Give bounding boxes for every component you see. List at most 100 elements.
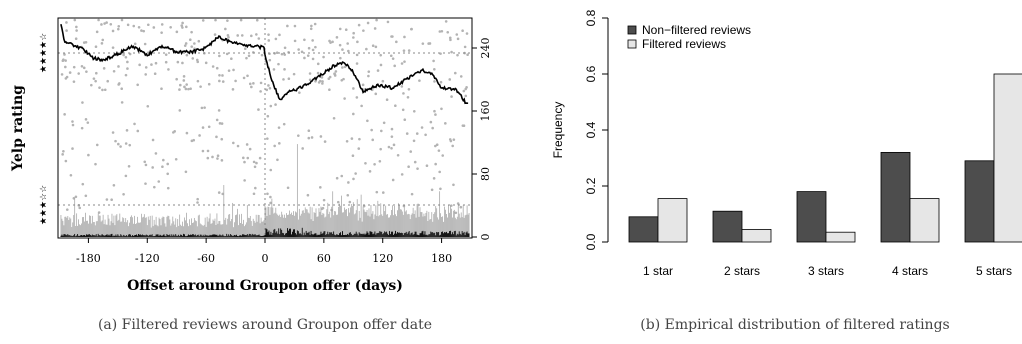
x-tick-label: -120 xyxy=(135,252,160,265)
review-point xyxy=(355,62,359,65)
review-point xyxy=(75,29,78,32)
review-point xyxy=(184,170,188,174)
review-point xyxy=(255,33,258,36)
review-point xyxy=(390,135,394,138)
review-point xyxy=(160,23,164,26)
review-point xyxy=(293,24,297,28)
review-point xyxy=(136,83,139,87)
review-point xyxy=(215,135,218,139)
review-point xyxy=(446,30,450,34)
review-point xyxy=(95,30,99,34)
bar-nonfiltered xyxy=(880,151,911,243)
review-point xyxy=(126,67,129,70)
review-point xyxy=(450,95,453,98)
y-tick-label: 160 xyxy=(479,101,492,122)
y-axis-label: Yelp rating xyxy=(10,85,26,172)
review-point xyxy=(350,137,354,140)
review-point xyxy=(111,29,115,33)
review-point xyxy=(357,147,361,150)
legend-swatch-filtered xyxy=(627,39,637,49)
rating-trend-line xyxy=(60,24,469,105)
review-point xyxy=(427,42,430,45)
review-point xyxy=(432,59,435,63)
review-point xyxy=(441,154,445,157)
review-point xyxy=(449,38,452,42)
y-tick-label: 240 xyxy=(479,38,492,59)
review-point xyxy=(169,26,172,29)
review-point xyxy=(438,170,441,174)
review-point xyxy=(125,129,129,132)
review-point xyxy=(373,162,376,166)
review-point xyxy=(181,21,184,25)
review-point xyxy=(402,49,406,52)
review-point xyxy=(452,138,456,141)
review-point xyxy=(226,33,230,37)
review-point xyxy=(218,122,222,125)
review-point xyxy=(439,80,443,84)
review-point xyxy=(374,92,378,96)
review-point xyxy=(390,127,394,131)
review-point xyxy=(236,34,240,37)
review-point xyxy=(380,129,383,133)
review-point xyxy=(407,165,410,169)
review-point xyxy=(126,60,129,64)
review-point xyxy=(153,185,156,189)
bar-filtered xyxy=(657,198,688,243)
review-point xyxy=(184,87,188,91)
review-point xyxy=(335,36,339,39)
review-point xyxy=(403,35,406,39)
review-point xyxy=(360,104,363,108)
review-point xyxy=(246,156,250,160)
review-point xyxy=(448,36,452,40)
review-point xyxy=(232,141,235,145)
review-point xyxy=(300,50,304,54)
review-point xyxy=(68,71,72,74)
review-point xyxy=(375,190,379,194)
review-point xyxy=(109,23,113,26)
review-point xyxy=(111,131,115,134)
review-point xyxy=(332,116,336,120)
review-point xyxy=(405,132,409,135)
review-point xyxy=(287,77,291,80)
review-point xyxy=(221,74,224,77)
review-point xyxy=(297,48,300,51)
caption-a: (a) Filtered reviews around Groupon offe… xyxy=(98,317,432,333)
review-point xyxy=(211,65,215,68)
review-point xyxy=(117,27,120,31)
review-point xyxy=(196,197,199,201)
review-point xyxy=(117,142,120,146)
review-point xyxy=(72,65,76,69)
review-point xyxy=(392,143,396,147)
review-point xyxy=(352,87,355,90)
review-point xyxy=(415,132,419,135)
review-point xyxy=(314,45,317,49)
review-point xyxy=(196,79,200,83)
review-point xyxy=(306,54,310,57)
review-point xyxy=(60,73,64,76)
review-point xyxy=(253,165,257,169)
review-point xyxy=(77,72,80,75)
bar-nonfiltered xyxy=(712,210,743,243)
review-point xyxy=(459,75,463,78)
review-point xyxy=(217,191,221,194)
review-point xyxy=(198,134,201,137)
review-point xyxy=(110,198,113,202)
review-point xyxy=(298,91,301,94)
review-point xyxy=(166,172,170,176)
review-point xyxy=(224,27,227,31)
review-point xyxy=(283,68,286,71)
review-point xyxy=(280,52,284,56)
review-point xyxy=(216,154,220,158)
review-point xyxy=(253,186,257,190)
review-point xyxy=(218,73,221,77)
review-point xyxy=(440,107,443,111)
review-point xyxy=(273,144,276,148)
review-point xyxy=(213,33,217,36)
review-point xyxy=(63,113,66,116)
review-point xyxy=(182,79,186,82)
review-point xyxy=(164,60,168,64)
review-point xyxy=(456,53,459,57)
review-point xyxy=(375,18,378,22)
review-point xyxy=(286,24,289,28)
